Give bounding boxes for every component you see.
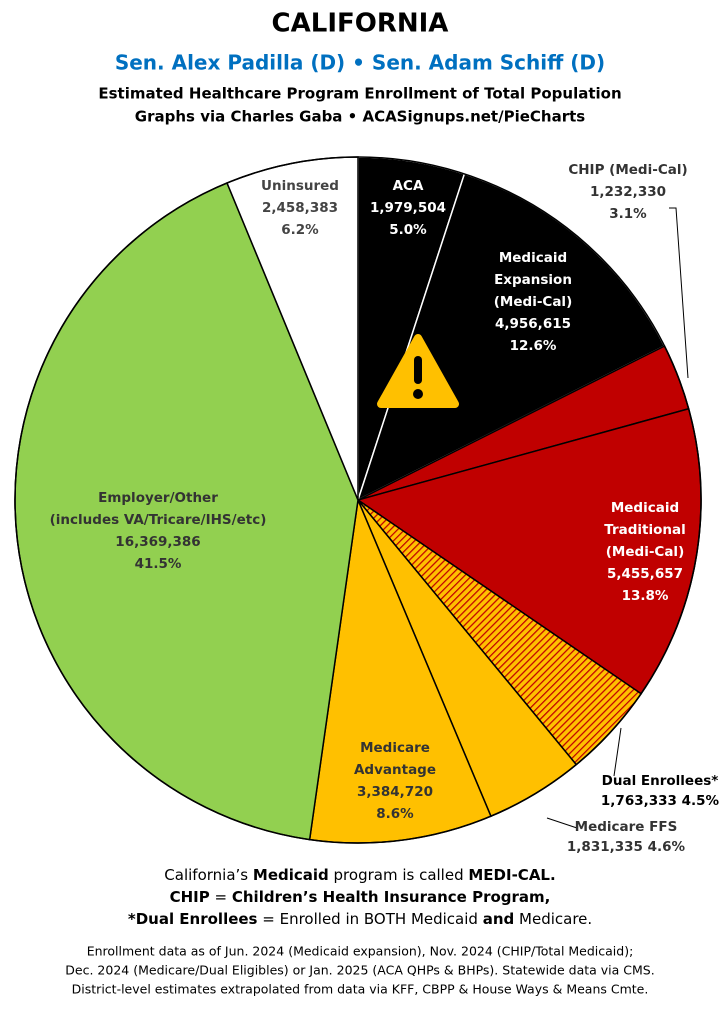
value-label: 1,763,333: [601, 793, 677, 809]
percent-label: 41.5%: [135, 556, 182, 572]
value-label: 1,979,504: [370, 200, 446, 216]
note-segment: and: [483, 910, 515, 928]
slice-label: Medicare: [360, 740, 430, 756]
note-segment: Medicare.: [514, 910, 592, 928]
chart-title: CALIFORNIA: [272, 9, 449, 39]
note-line: California’s Medicaid program is called …: [164, 866, 555, 884]
header-line: Estimated Healthcare Program Enrollment …: [98, 85, 621, 103]
leader-line: [669, 207, 689, 379]
slice-label: ACA: [393, 178, 424, 194]
note-segment: *Dual Enrollees: [128, 910, 258, 928]
value-label: 1,232,330: [590, 184, 666, 200]
pie-outline: [14, 156, 702, 844]
value-label: 4,956,615: [495, 316, 571, 332]
footnote: Dec. 2024 (Medicare/Dual Eligibles) or J…: [65, 963, 654, 978]
note-segment: program is called: [329, 866, 469, 884]
slice-label: Medicaid: [499, 250, 567, 266]
value-label: 16,369,386: [115, 534, 200, 550]
header-line: Graphs via Charles Gaba • ACASignups.net…: [135, 108, 585, 126]
slice-label: Uninsured: [261, 178, 339, 194]
percent-label: 8.6%: [376, 806, 414, 822]
note-line: *Dual Enrollees = Enrolled in BOTH Medic…: [128, 910, 592, 928]
leader-line: [546, 817, 578, 829]
note-segment: Children’s Health Insurance Program,: [232, 888, 551, 906]
percent-label: 4.6%: [648, 839, 686, 855]
slice-label: CHIP (Medi-Cal): [568, 162, 687, 178]
percent-label: 5.0%: [389, 222, 427, 238]
note-segment: = Enrolled in BOTH Medicaid: [258, 910, 483, 928]
note-segment: MEDI-CAL.: [468, 866, 555, 884]
subtitle: Sen. Alex Padilla (D) • Sen. Adam Schiff…: [115, 51, 605, 75]
warning-icon: [377, 334, 459, 408]
note-segment: California’s: [164, 866, 253, 884]
value-label: 2,458,383: [262, 200, 338, 216]
footnote: District-level estimates extrapolated fr…: [72, 982, 649, 997]
percent-label: 4.5%: [682, 793, 720, 809]
slice-label: Medicaid: [611, 500, 679, 516]
pie: [14, 156, 702, 844]
percent-label: 13.8%: [622, 588, 669, 604]
percent-label: 12.6%: [510, 338, 557, 354]
value-label: 5,455,657: [607, 566, 683, 582]
percent-label: 3.1%: [609, 206, 647, 222]
note-line: CHIP = Children’s Health Insurance Progr…: [170, 888, 551, 906]
value-label: 1,763,333 4.5%: [601, 793, 720, 809]
slice-label: (Medi-Cal): [606, 544, 684, 560]
footnote: Enrollment data as of Jun. 2024 (Medicai…: [87, 944, 634, 959]
value-label: 3,384,720: [357, 784, 433, 800]
value-label: 1,831,335 4.6%: [567, 839, 686, 855]
slice-label: Dual Enrollees*: [602, 773, 719, 789]
note-segment: Medicaid: [253, 866, 329, 884]
slice-label: Advantage: [354, 762, 436, 778]
leader-line: [613, 727, 622, 777]
note-segment: =: [210, 888, 232, 906]
slice-label: (Medi-Cal): [494, 294, 572, 310]
slice-label: Medicare FFS: [575, 819, 678, 835]
slice-label: Traditional: [604, 522, 686, 538]
slice-label: Expansion: [494, 272, 572, 288]
percent-label: 6.2%: [281, 222, 319, 238]
value-label: 1,831,335: [567, 839, 643, 855]
slice-label: Employer/Other: [98, 490, 218, 506]
note-segment: CHIP: [170, 888, 210, 906]
slice-label: (includes VA/Tricare/IHS/etc): [50, 512, 267, 528]
